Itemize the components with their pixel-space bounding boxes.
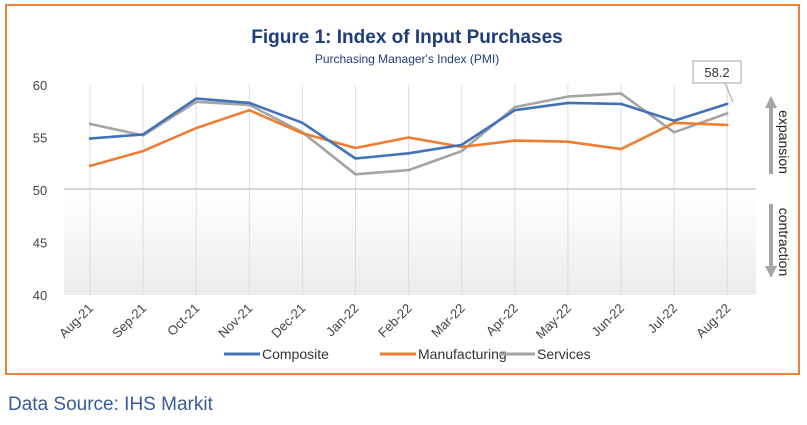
y-tick-label: 55	[33, 131, 47, 146]
x-tick-label: Sep-21	[109, 301, 149, 341]
legend: Composite Manufacturing Services	[224, 346, 591, 362]
expansion-arrow-icon	[765, 96, 777, 174]
y-tick-label: 50	[33, 183, 47, 198]
x-tick-label: Nov-21	[215, 301, 255, 341]
series-line-manufacturing	[88, 108, 729, 168]
chart-title: Figure 1: Index of Input Purchases	[251, 27, 562, 48]
callout: 58.2	[692, 60, 742, 103]
y-tick-label: 45	[33, 236, 47, 251]
data-source: Data Source: IHS Markit	[8, 394, 213, 415]
chart-frame: 40 45 50 55 60 Aug-21 Sep-21 Oct-21 Nov-21 Dec-2…	[5, 4, 800, 375]
y-tick-label: 40	[33, 288, 47, 303]
x-tick-label: Jun-22	[588, 301, 627, 340]
x-tick-label: Mar-22	[428, 301, 468, 341]
expansion-label: expansion	[776, 110, 792, 174]
legend-label-composite: Composite	[262, 346, 329, 362]
x-tick-label: Oct-21	[164, 301, 202, 339]
x-tick-label: Aug-22	[693, 301, 733, 341]
contraction-label: contraction	[776, 208, 792, 276]
x-tick-label: Apr-22	[483, 301, 521, 339]
series-line-services	[88, 92, 729, 176]
legend-label-services: Services	[537, 346, 591, 362]
contraction-arrow-icon	[765, 204, 777, 278]
callout-box	[692, 60, 742, 84]
callout-pointer	[724, 82, 734, 103]
contraction-zone	[64, 189, 756, 295]
y-tick-label: 60	[33, 78, 47, 93]
x-tick-label: Feb-22	[375, 301, 415, 341]
callout-label: 58.2	[704, 65, 729, 80]
x-tick-label: Aug-21	[56, 301, 96, 341]
x-tick-label: Jul-22	[645, 301, 681, 337]
x-tick-label: Dec-21	[268, 301, 308, 341]
legend-label-manufacturing: Manufacturing	[418, 346, 507, 362]
x-tick-label: May-22	[533, 301, 574, 342]
chart-subtitle: Purchasing Manager's Index (PMI)	[315, 52, 499, 66]
x-tick-label: Jan-22	[323, 301, 362, 340]
series-line-composite	[88, 97, 729, 160]
chart: 40 45 50 55 60 Aug-21 Sep-21 Oct-21 Nov-21 Dec-2…	[33, 27, 792, 362]
